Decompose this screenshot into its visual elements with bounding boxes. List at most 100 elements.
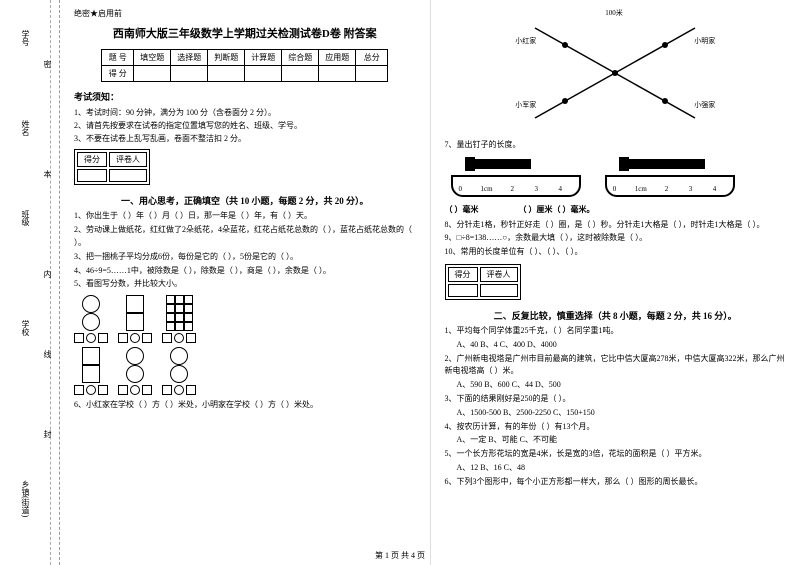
grid-icon (166, 313, 193, 331)
question: 8、分针走1格，秒针正好走（ ）圈，是（ ）秒。分针走1大格是（ ），时针走1大… (445, 219, 787, 232)
table-row: 得 分 (102, 66, 388, 82)
shape-group (74, 295, 108, 343)
shape-group (162, 295, 196, 343)
td (245, 66, 282, 82)
ruler-mark: 2 (665, 185, 669, 193)
diagram-label: 小强家 (694, 100, 715, 110)
notice-header: 考试须知： (74, 90, 416, 103)
square-icon (82, 347, 100, 365)
fraction-boxes (118, 333, 152, 343)
box-icon (98, 333, 108, 343)
ruler-mark: 0 (459, 185, 463, 193)
question: 7、量出钉子的长度。 (445, 139, 787, 152)
question: 5、看图写分数，并比较大小。 (74, 278, 416, 291)
question: 4、46÷9=5……1中，被除数是（ ），除数是（ ），商是（ ），余数是（ ）… (74, 265, 416, 278)
options: A、40 B、4 C、400 D、4000 (445, 339, 787, 352)
circle-icon (130, 333, 140, 343)
gutter-label-id: 学号 (20, 30, 31, 46)
gutter-label-town: 乡镇(街道) (20, 480, 31, 517)
scorebox-cell (448, 284, 478, 297)
question: 1、你出生于（ ）年（ ）月（ ）日，那一年是（ ）年，有（ ）天。 (74, 210, 416, 223)
scorebox-cell (77, 169, 107, 182)
shape-group (118, 295, 152, 343)
shape-group (162, 347, 196, 395)
box-icon (142, 385, 152, 395)
question: 2、劳动课上做纸花，红红做了2朵纸花，4朵蓝花，红花占纸花总数的（ ），蓝花占纸… (74, 224, 416, 250)
scorebox-cell (480, 284, 518, 297)
gutter-label-class: 班级 (20, 210, 31, 226)
scorebox-grader: 评卷人 (480, 267, 518, 282)
notice-item: 1、考试时间：90 分钟，满分为 100 分（含卷面分 2 分）。 (74, 107, 416, 120)
circle-icon (174, 385, 184, 395)
grid-icon (166, 295, 193, 313)
scorebox-cell (109, 169, 147, 182)
ruler-mark: 3 (535, 185, 539, 193)
ruler-mark: 3 (689, 185, 693, 193)
circle-icon (130, 385, 140, 395)
nail-icon (625, 159, 705, 169)
th: 选择题 (171, 50, 208, 66)
binding-gutter: 学号 姓名 班级 学校 乡镇(街道) 密 本 内 线 封 (0, 0, 60, 565)
ruler-mark: 1cm (481, 185, 493, 193)
ruler-mark: 1cm (635, 185, 647, 193)
seal-label-1: 密 (42, 60, 53, 68)
score-table: 题 号 填空题 选择题 判断题 计算题 综合题 应用题 总分 得 分 (101, 49, 388, 82)
td: 得 分 (102, 66, 134, 82)
td (171, 66, 208, 82)
compass-diagram: 100米 小明家 小强家 小军家 小红家 (515, 8, 715, 138)
th: 题 号 (102, 50, 134, 66)
square-icon (126, 313, 144, 331)
box-icon (186, 333, 196, 343)
ruler-body: 0 1cm 2 3 4 (451, 175, 581, 197)
notice-item: 3、不要在试卷上乱写乱画，卷面不整洁扣 2 分。 (74, 133, 416, 146)
answer-blank: （ ）厘米（ ）毫米。 (519, 204, 595, 217)
box-icon (118, 333, 128, 343)
section-scorebox: 得分评卷人 (445, 264, 521, 300)
ruler-mark: 2 (511, 185, 515, 193)
ruler-diagram: 0 1cm 2 3 4 (605, 157, 745, 197)
options: A、590 B、600 C、44 D、500 (445, 379, 787, 392)
fraction-boxes (74, 385, 108, 395)
section1-title: 一、用心思考，正确填空（共 10 小题，每题 2 分，共 20 分）。 (74, 194, 416, 207)
box-icon (142, 333, 152, 343)
ruler-body: 0 1cm 2 3 4 (605, 175, 735, 197)
circle-icon (86, 385, 96, 395)
box-icon (162, 385, 172, 395)
diagram-label: 小明家 (694, 36, 715, 46)
td (208, 66, 245, 82)
seal-label-3: 内 (42, 270, 53, 278)
question: 3、下面的结果刚好是250的是（ ）。 (445, 393, 787, 406)
td (282, 66, 319, 82)
circle-icon (82, 313, 100, 331)
fraction-shapes-row1 (74, 295, 416, 343)
right-column: 100米 小明家 小强家 小军家 小红家 7、量出钉子的长度。 0 1cm 2 … (431, 0, 800, 565)
section2-title: 二、反复比较，慎重选择（共 8 小题，每题 2 分，共 16 分）。 (445, 309, 787, 322)
page-footer: 第 1 页 共 4 页 (0, 550, 800, 561)
th: 判断题 (208, 50, 245, 66)
left-column: 绝密★启用前 西南师大版三年级数学上学期过关检测试卷D卷 附答案 题 号 填空题… (60, 0, 431, 565)
dashed-line (50, 0, 51, 565)
circle-icon (170, 365, 188, 383)
nail-icon (471, 159, 531, 169)
circle-icon (170, 347, 188, 365)
question: 10、常用的长度单位有（ ）、（ ）、（ ）。 (445, 246, 787, 259)
box-icon (74, 385, 84, 395)
notice-item: 2、请首先按要求在试卷的指定位置填写您的姓名、班级、学号。 (74, 120, 416, 133)
box-icon (162, 333, 172, 343)
secrecy-tag: 绝密★启用前 (74, 8, 416, 19)
fraction-boxes (74, 333, 108, 343)
scorebox-grader: 评卷人 (109, 152, 147, 167)
diagram-label: 小红家 (515, 36, 536, 46)
question: 6、下列3个图形中，每个小正方形都一样大，那么（ ）图形的周长最长。 (445, 476, 787, 489)
gutter-label-school: 学校 (20, 320, 31, 336)
question: 3、把一捆桃子平均分成6份，每份是它的（ ），5份是它的（ ）。 (74, 251, 416, 264)
options: A、1500-500 B、2500-2250 C、150+150 (445, 407, 787, 420)
ruler-mark: 4 (713, 185, 717, 193)
question: 6、小红家在学校（ ）方（ ）米处，小明家在学校（ ）方（ ）米处。 (74, 399, 416, 412)
box-icon (118, 385, 128, 395)
diagram-label: 100米 (605, 8, 623, 18)
options: A、12 B、16 C、48 (445, 462, 787, 475)
circle-icon (126, 347, 144, 365)
scorebox-score: 得分 (448, 267, 478, 282)
th: 应用题 (319, 50, 356, 66)
